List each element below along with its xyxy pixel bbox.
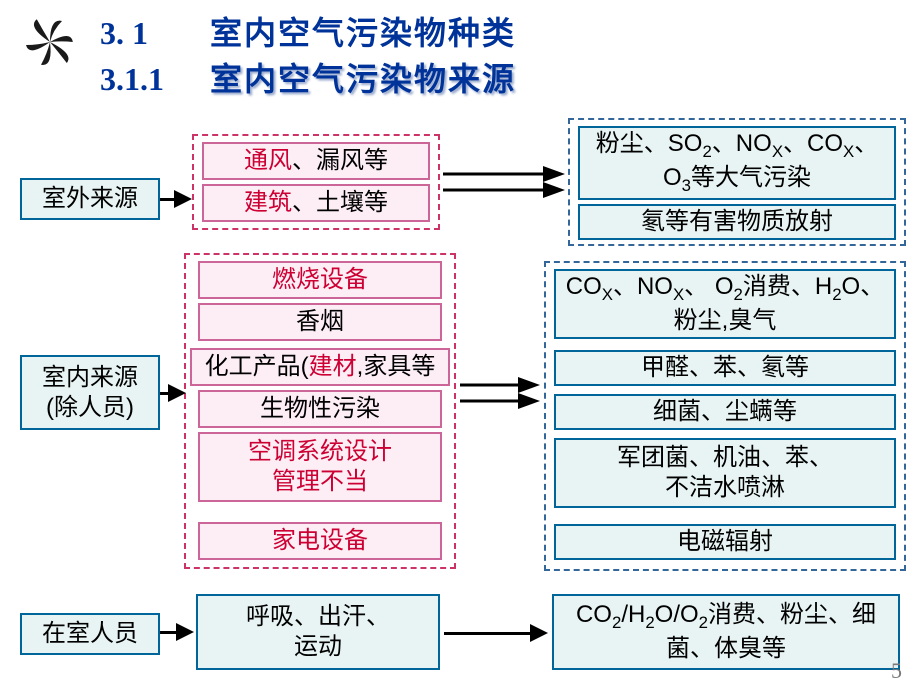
source-indoor-line1: 室内来源	[42, 363, 138, 393]
indoor-result-1-text: COX、NOX、 O2消费、H2O、粉尘,臭气	[562, 272, 888, 336]
outdoor-item-2-rest: 、土壤等	[292, 189, 388, 216]
outdoor-item-2-red: 建筑	[244, 189, 292, 216]
source-outdoor: 室外来源	[20, 178, 160, 220]
indoor-item-5: 空调系统设计 管理不当	[198, 432, 442, 502]
source-outdoor-label: 室外来源	[42, 184, 138, 214]
source-people: 在室人员	[20, 613, 160, 655]
indoor-result-4b: 不洁水喷淋	[617, 473, 833, 503]
indoor-item-3-pre: 化工产品(	[205, 353, 309, 380]
indoor-result-4a: 军团菌、机油、苯、	[617, 443, 833, 473]
indoor-item-5b: 管理不当	[248, 467, 392, 497]
people-item-line1: 呼吸、出汗、	[246, 602, 390, 632]
indoor-result-2-text: 甲醛、苯、氡等	[641, 353, 809, 383]
outdoor-result-1-text: 粉尘、SO2、NOX、COX、O3等大气污染	[586, 129, 888, 197]
title-text: 室内空气污染物种类	[210, 8, 516, 54]
page-number: 5	[891, 658, 902, 684]
arrow-people-result	[444, 624, 548, 642]
indoor-result-4: 军团菌、机油、苯、 不洁水喷淋	[554, 438, 896, 508]
title-line: 3. 1 室内空气污染物种类	[100, 8, 516, 54]
subtitle-text: 室内空气污染物来源	[210, 54, 516, 100]
source-indoor: 室内来源 (除人员)	[20, 355, 160, 430]
outdoor-item-2: 建筑、土壤等	[202, 184, 430, 222]
people-item-line2: 运动	[246, 632, 390, 662]
source-people-label: 在室人员	[42, 619, 138, 649]
arrow-people-src	[160, 623, 194, 641]
outdoor-result-2: 氡等有害物质放射	[578, 204, 896, 240]
arrow-outdoor-src	[160, 190, 192, 208]
indoor-item-1: 燃烧设备	[198, 261, 442, 299]
indoor-result-2: 甲醛、苯、氡等	[554, 350, 896, 386]
indoor-result-3: 细菌、尘螨等	[554, 394, 896, 430]
source-indoor-line2: (除人员)	[42, 393, 138, 423]
indoor-result-5-text: 电磁辐射	[677, 527, 773, 557]
indoor-item-4-text: 生物性污染	[260, 394, 380, 424]
indoor-item-3-red: 建材	[309, 353, 357, 380]
arrow-outdoor-result	[443, 164, 567, 200]
indoor-result-3-text: 细菌、尘螨等	[653, 397, 797, 427]
indoor-item-5a: 空调系统设计	[248, 437, 392, 467]
indoor-result-5: 电磁辐射	[554, 524, 896, 560]
outdoor-item-1-rest: 、漏风等	[292, 147, 388, 174]
subsection-number: 3.1.1	[100, 61, 210, 98]
people-result: CO2/H2O/O2消费、粉尘、细菌、体臭等	[552, 594, 900, 670]
people-result-text: CO2/H2O/O2消费、粉尘、细菌、体臭等	[560, 600, 892, 664]
header: 3. 1 室内空气污染物种类 3.1.1 室内空气污染物来源	[20, 8, 516, 100]
arrow-indoor-result	[460, 375, 542, 411]
indoor-result-1: COX、NOX、 O2消费、H2O、粉尘,臭气	[554, 269, 896, 339]
indoor-item-6: 家电设备	[198, 522, 442, 560]
outdoor-result-2-text: 氡等有害物质放射	[641, 207, 833, 237]
indoor-item-4: 生物性污染	[198, 390, 442, 428]
indoor-item-2: 香烟	[198, 303, 442, 341]
indoor-item-3-post: ,家具等	[357, 353, 436, 380]
indoor-item-3: 化工产品(建材,家具等	[190, 348, 450, 386]
outdoor-item-1: 通风、漏风等	[202, 142, 430, 180]
indoor-item-6-text: 家电设备	[272, 526, 368, 556]
outdoor-item-1-red: 通风	[244, 147, 292, 174]
indoor-item-1-text: 燃烧设备	[272, 265, 368, 295]
section-number: 3. 1	[100, 15, 210, 52]
pinwheel-icon	[20, 12, 80, 72]
arrow-indoor-src	[160, 384, 186, 402]
indoor-item-2-text: 香烟	[296, 307, 344, 337]
outdoor-result-1: 粉尘、SO2、NOX、COX、O3等大气污染	[578, 126, 896, 200]
people-item: 呼吸、出汗、 运动	[196, 594, 440, 670]
subtitle-line: 3.1.1 室内空气污染物来源	[100, 54, 516, 100]
